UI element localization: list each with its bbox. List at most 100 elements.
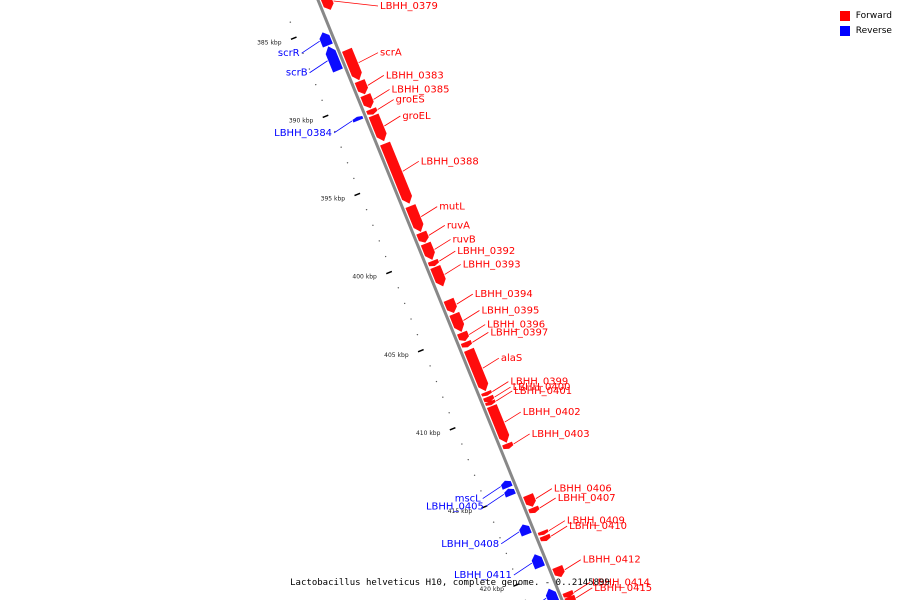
legend-reverse-label: Reverse bbox=[855, 25, 892, 36]
gene-leader bbox=[367, 75, 385, 86]
gene-LBHH_0407 bbox=[528, 505, 540, 514]
gene-label: LBHH_0400 bbox=[513, 382, 571, 393]
gene-leader bbox=[463, 310, 480, 321]
gene-LBHH_0397 bbox=[460, 340, 473, 348]
genome-backbone bbox=[316, 0, 564, 600]
tick-label: 410 kbp bbox=[416, 430, 441, 437]
gene-leader bbox=[482, 486, 501, 499]
gene-leader bbox=[485, 494, 505, 507]
gene-label: LBHH_0393 bbox=[463, 259, 521, 270]
gene-leader bbox=[377, 99, 394, 110]
gene-label: LBHH_0407 bbox=[558, 493, 616, 504]
major-tick bbox=[513, 583, 520, 587]
gene-leader bbox=[384, 115, 401, 127]
gene-LBHH_0385 bbox=[360, 93, 374, 109]
gene-ruvA bbox=[416, 230, 429, 243]
gene-leader bbox=[564, 559, 582, 571]
gene-leader bbox=[434, 239, 451, 250]
gene-label: LBHH_0406 bbox=[554, 484, 612, 495]
gene-leader bbox=[504, 411, 521, 423]
major-tick bbox=[322, 114, 329, 119]
minor-tick bbox=[467, 458, 469, 461]
forward-swatch bbox=[839, 10, 850, 21]
gene-label: LBHH_0405 bbox=[426, 501, 484, 512]
minor-tick bbox=[353, 177, 355, 180]
minor-tick bbox=[416, 333, 419, 336]
gene-label: LBHH_0401 bbox=[514, 386, 572, 397]
gene-leader bbox=[468, 324, 486, 335]
minor-tick bbox=[442, 396, 444, 398]
gene-label: LBHH_0415 bbox=[594, 583, 652, 594]
gene-label: LBHH_0394 bbox=[475, 289, 533, 300]
gene-label: LBHH_0412 bbox=[583, 555, 641, 566]
minor-tick bbox=[289, 21, 292, 23]
gene-label: LBHH_0397 bbox=[490, 327, 548, 338]
gene-leader bbox=[301, 40, 320, 54]
gene-mutL bbox=[405, 204, 424, 232]
gene-leader bbox=[494, 386, 511, 398]
gene-LBHH_0383 bbox=[354, 79, 369, 95]
genes-layer bbox=[319, 0, 577, 600]
minor-tick bbox=[492, 521, 495, 523]
tick-label: 415 kbp bbox=[448, 508, 473, 515]
gene-leader bbox=[472, 332, 489, 343]
gene-leader bbox=[482, 357, 500, 369]
minor-tick bbox=[480, 490, 482, 492]
gene-LBHH_0409 bbox=[537, 529, 549, 536]
tick-label: 400 kbp bbox=[352, 274, 377, 281]
minor-tick bbox=[321, 99, 323, 102]
tick-label: 395 kbp bbox=[321, 196, 346, 203]
gene-leader bbox=[513, 562, 533, 576]
minor-tick bbox=[365, 208, 368, 211]
gene-label: LBHH_0403 bbox=[532, 429, 590, 440]
gene-LBHH_0401 bbox=[485, 399, 496, 406]
minor-tick bbox=[403, 302, 406, 305]
gene-label: LBHH_0392 bbox=[457, 246, 515, 257]
tick-label: 420 kbp bbox=[479, 586, 504, 593]
tick-label: 385 kbp bbox=[257, 39, 282, 46]
gene-label: LBHH_0409 bbox=[567, 516, 625, 527]
gene-label: groEL bbox=[402, 111, 431, 122]
gene-LBHH_0400 bbox=[483, 394, 495, 403]
gene-LBHH_0413 bbox=[545, 588, 560, 600]
gene-leader bbox=[500, 531, 520, 545]
gene-leader bbox=[495, 390, 513, 402]
legend-reverse: Reverse bbox=[839, 23, 892, 38]
ticks-layer: 385 kbp 390 kbp 395 kbp 400 kbp 405 kbp 410 k… bbox=[257, 21, 527, 600]
major-tick bbox=[290, 36, 297, 41]
minor-tick bbox=[461, 443, 463, 445]
gene-mscL bbox=[500, 480, 513, 490]
gene-label: LBHH_0383 bbox=[386, 70, 444, 81]
genome-caption: Lactobacillus helveticus H10, complete g… bbox=[290, 578, 610, 588]
gene-label: LBHH_0402 bbox=[523, 407, 581, 418]
gene-LBHH_0411 bbox=[531, 554, 545, 570]
gene-leader bbox=[573, 582, 591, 593]
major-tick bbox=[354, 192, 361, 197]
gene-LBHH_0412 bbox=[552, 565, 565, 578]
gene-LBHH_0415 bbox=[564, 594, 577, 600]
minor-tick bbox=[429, 365, 431, 367]
minor-tick bbox=[315, 83, 317, 86]
gene-scrR bbox=[319, 32, 333, 48]
gene-LBHH_0392 bbox=[427, 258, 440, 267]
minor-tick bbox=[397, 287, 400, 289]
gene-leader bbox=[548, 520, 566, 532]
gene-label: mscL bbox=[455, 494, 481, 505]
gene-leader bbox=[333, 120, 353, 134]
minor-tick bbox=[505, 552, 508, 555]
gene-leader bbox=[492, 381, 509, 392]
gene-LBHH_0379 bbox=[320, 0, 334, 10]
gene-alaS bbox=[464, 347, 489, 392]
minor-tick bbox=[308, 68, 311, 70]
minor-tick bbox=[410, 318, 412, 320]
gene-LBHH_0394 bbox=[443, 297, 457, 313]
gene-label: groES bbox=[396, 95, 425, 106]
gene-LBHH_0399 bbox=[481, 390, 492, 397]
gene-LBHH_0393 bbox=[430, 265, 446, 287]
gene-leader bbox=[444, 264, 461, 275]
gene-LBHH_0395 bbox=[449, 311, 465, 332]
minor-tick bbox=[346, 162, 349, 164]
gene-LBHH_0388 bbox=[380, 141, 413, 204]
